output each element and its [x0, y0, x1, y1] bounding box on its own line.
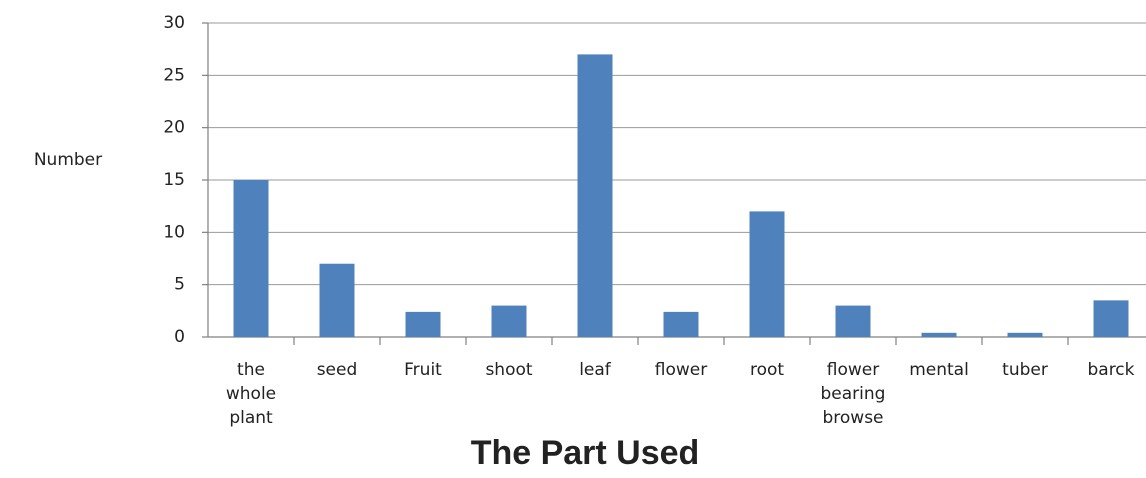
x-tick-label: flower	[655, 360, 707, 380]
x-tick-label: flower bearing browse	[821, 360, 886, 428]
x-tick-label: leaf	[579, 360, 612, 380]
x-tick-label: root	[750, 360, 784, 380]
y-tick-label: 10	[163, 222, 185, 242]
bar	[921, 332, 957, 337]
y-axis-label: Number	[34, 150, 102, 170]
bar	[835, 305, 871, 337]
y-tick-label: 20	[163, 118, 185, 138]
x-tick-label: seed	[317, 360, 358, 380]
x-tick-label: the whole plant	[226, 360, 276, 428]
y-tick-label: 15	[163, 170, 185, 190]
bar	[405, 311, 441, 337]
x-tick-label: tuber	[1002, 360, 1048, 380]
bar	[1007, 332, 1043, 337]
y-tick-label: 30	[163, 13, 185, 33]
bar	[577, 54, 613, 338]
bar	[1093, 300, 1129, 337]
x-axis-label: The Part Used	[471, 434, 700, 472]
y-tick-label: 0	[174, 327, 185, 347]
bar	[663, 311, 699, 337]
y-tick-label: 25	[163, 65, 185, 85]
bar	[491, 305, 527, 337]
bar	[749, 211, 785, 337]
x-tick-label: shoot	[485, 360, 532, 380]
y-tick-label: 5	[174, 275, 185, 295]
x-tick-label: barck	[1087, 360, 1134, 380]
bar	[233, 180, 269, 337]
x-tick-label: Fruit	[404, 360, 442, 380]
x-tick-label: mental	[909, 360, 969, 380]
bar	[319, 263, 355, 337]
